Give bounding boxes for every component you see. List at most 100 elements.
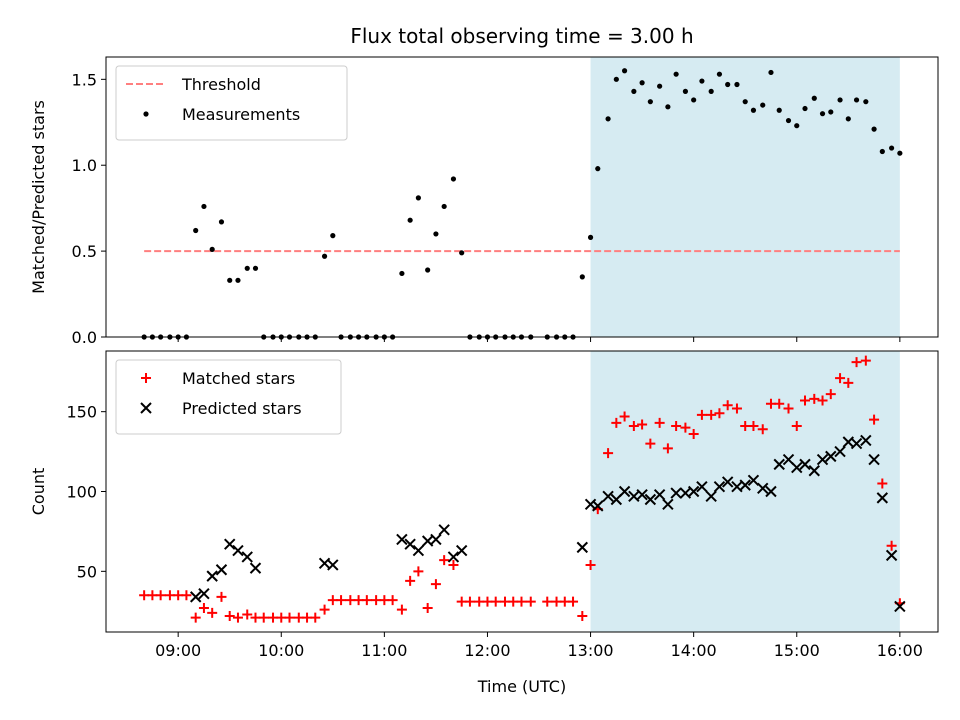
data-point [636,488,648,501]
data-point [613,76,619,82]
data-point [716,71,723,77]
data-point [757,482,769,495]
data-point [438,524,450,536]
data-point [843,377,854,388]
data-point [190,612,201,623]
data-point [894,600,906,613]
data-point [731,403,742,414]
data-point [897,150,903,156]
y-tick-label: 50 [77,562,97,581]
data-point [747,474,760,487]
data-point [602,490,614,502]
data-point [721,476,734,488]
data-point [871,126,877,132]
data-point [850,437,863,450]
data-point [774,398,785,409]
y-tick-label: 0.0 [72,328,97,347]
data-point [198,587,210,600]
y-axis-label: Matched/Predicted stars [29,100,48,294]
data-point [201,203,207,210]
x-tick-label: 11:00 [361,641,407,660]
data-point [181,590,192,601]
data-point [809,393,820,404]
data-point [244,265,250,271]
plot-frame [105,56,939,338]
data-point [422,603,433,614]
data-point [665,104,671,110]
data-point [691,97,697,103]
data-point [490,596,501,607]
data-point [680,422,691,433]
data-point [860,355,871,366]
data-point [696,409,707,420]
data-point [853,97,860,103]
legend: Matched stars Predicted stars [115,359,342,435]
observing-window-span [590,57,900,337]
data-point [885,549,898,562]
data-point [837,97,843,103]
data-point [450,176,457,182]
data-point [783,403,794,414]
data-point [542,596,553,607]
data-point [631,88,637,94]
data-point [794,123,800,129]
data-point [198,603,209,614]
data-point [258,612,269,623]
data-point [227,277,233,283]
x-tick-label: 16:00 [877,641,923,660]
legend-swatch [141,373,151,383]
data-point [396,604,407,615]
data-point [748,421,759,432]
data-point [645,438,656,449]
ratio-panel: 0.0 0.5 1.0 1.5 Matched/Predicted stars Thres… [29,56,939,347]
data-point [706,409,717,420]
data-point [387,595,398,606]
data-point [791,461,803,474]
data-point [396,533,408,546]
data-point [657,83,663,89]
data-point [605,116,611,122]
data-point [819,111,826,117]
data-point [321,253,328,259]
data-point [750,107,757,113]
data-point [319,604,330,615]
data-point [407,217,413,223]
data-point [242,609,253,620]
data-point [722,400,733,411]
data-point [232,612,243,623]
data-point [776,107,782,113]
data-point [628,421,639,432]
data-point [433,231,439,237]
legend-label: Measurements [182,105,300,124]
data-point [662,498,674,510]
data-point [886,540,897,551]
data-point [834,445,846,458]
series-predicted-stars [189,434,906,613]
data-point [224,611,235,622]
data-point [241,551,253,563]
data-point [725,81,731,88]
data-point [235,277,241,283]
data-point [876,492,889,504]
data-point [647,99,653,105]
data-point [863,99,869,105]
data-point [835,373,846,384]
data-point [516,596,527,607]
data-point [576,541,589,554]
legend: Threshold Measurements [115,65,348,141]
data-point [209,246,215,252]
data-point [252,265,259,271]
data-point [579,274,585,280]
data-point [330,233,336,239]
data-point [808,465,820,477]
data-point [430,533,442,546]
data-point [773,458,785,471]
chart-title: Flux total observing time = 3.00 h [350,24,693,48]
y-tick-label: 1.0 [72,156,97,175]
data-point [877,478,888,489]
data-point [791,421,802,432]
data-point [851,357,862,368]
data-point [879,148,885,155]
data-point [688,429,699,440]
